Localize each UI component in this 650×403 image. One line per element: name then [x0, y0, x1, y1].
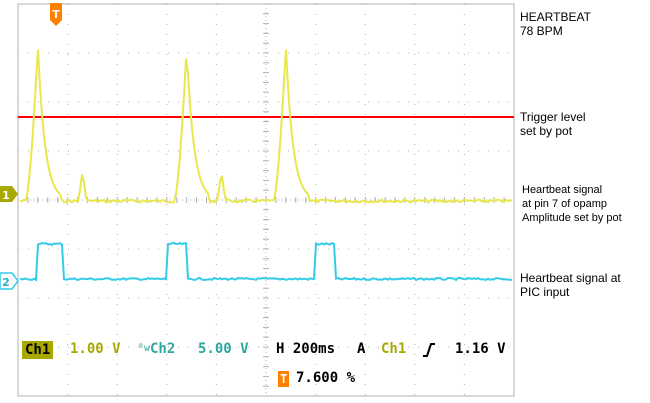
- ch2-waveform: [19, 241, 513, 282]
- trigger-source[interactable]: Ch1: [381, 341, 407, 357]
- ch1-scale: 1.00 V: [70, 341, 121, 357]
- ch1-marker-label: 1: [2, 189, 10, 202]
- trigger-position-value: 7.600 %: [296, 370, 356, 386]
- ch1-signal-note: Heartbeat signal at pin 7 of opamp Ampli…: [522, 184, 622, 224]
- ch2-marker-label: 2: [2, 276, 10, 289]
- ch2-scale: 5.00 V: [198, 341, 249, 357]
- trigger-position-marker[interactable]: T: [50, 3, 62, 26]
- trigger-level-note: Trigger level set by pot: [520, 110, 586, 138]
- trigger-marker-label: T: [52, 8, 60, 21]
- trigger-mode: A: [357, 341, 366, 357]
- heartbeat-bpm-note: HEARTBEAT 78 BPM: [520, 10, 591, 38]
- ch1-label-badge[interactable]: Ch1: [22, 341, 54, 359]
- rising-edge-icon: [423, 343, 435, 357]
- trigger-position-icon: T: [278, 371, 290, 387]
- ch1-ground-marker[interactable]: 1: [0, 186, 18, 202]
- bandwidth-limit-icon: ᴮw: [138, 343, 151, 354]
- ch2-ground-marker[interactable]: 2: [0, 272, 19, 290]
- ch1-waveform: [19, 49, 513, 205]
- trigger-level-value: 1.16 V: [455, 341, 506, 357]
- horizontal-timebase[interactable]: H 200ms: [276, 341, 336, 357]
- ch2-label[interactable]: Ch2: [150, 341, 176, 357]
- ch2-signal-note: Heartbeat signal at PIC input: [520, 271, 621, 299]
